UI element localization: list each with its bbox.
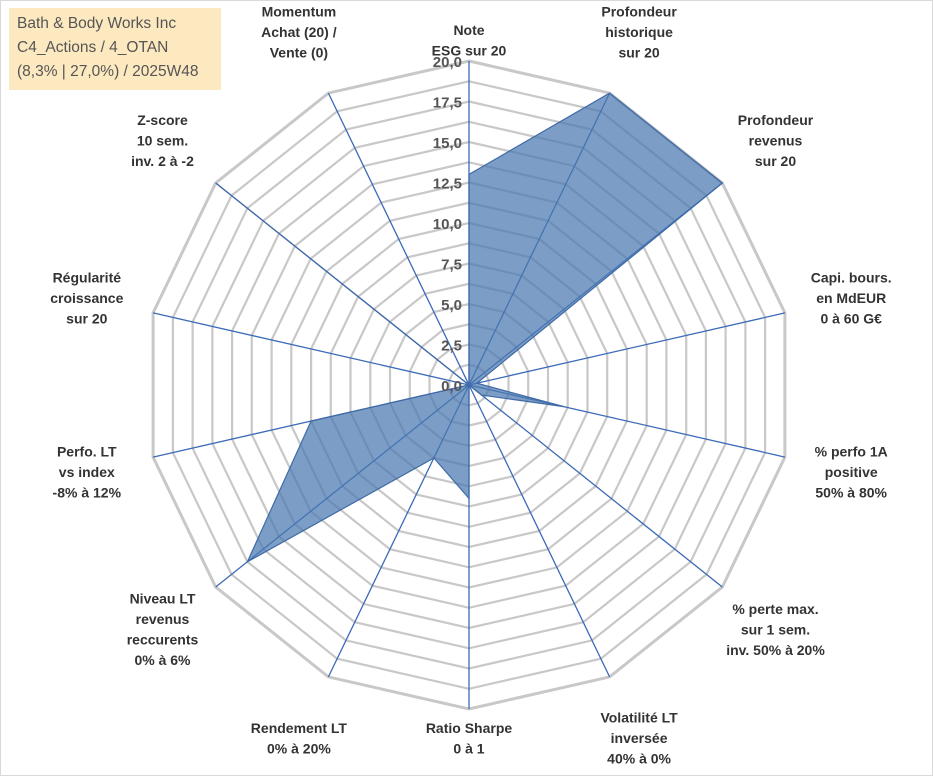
axis-category-label: Vente (0) (270, 44, 328, 60)
axis-category-label: inversée (611, 730, 668, 746)
axis-category-label: 40% à 0% (607, 751, 671, 767)
axis-category-label: Ratio Sharpe (426, 720, 513, 736)
axis-category-label: 0% à 20% (267, 740, 331, 756)
axis-category-label: Momentum (262, 3, 337, 19)
axis-category-label: sur 20 (618, 44, 659, 60)
radial-tick-label: 12,5 (433, 176, 462, 193)
axis-category-label: Profondeur (601, 3, 677, 19)
axis-category-label: 0% à 6% (134, 652, 191, 668)
axis-category-label: 0 à 60 G€ (820, 310, 882, 326)
axis-category-label: sur 20 (755, 153, 796, 169)
portfolio-category: C4_Actions / 4_OTAN (17, 39, 169, 56)
axis-category-label: 0 à 1 (453, 740, 484, 756)
axis-category-label: croissance (50, 290, 123, 306)
radar-spoke (152, 312, 470, 386)
radial-tick-label: 7,5 (441, 257, 462, 274)
axis-category-label: sur 20 (66, 310, 107, 326)
info-box: Bath & Body Works Inc C4_Actions / 4_OTA… (9, 8, 221, 90)
axis-category-label: % perte max. (732, 601, 818, 617)
axis-category-label: Profondeur (738, 112, 814, 128)
radar-spoke (327, 92, 470, 386)
radial-tick-label: 5,0 (441, 297, 462, 314)
axis-category-label: 10 sem. (137, 133, 188, 149)
axis-category-label: positive (825, 464, 878, 480)
axis-category-label: -8% à 12% (53, 485, 122, 501)
axis-category-label: inv. 2 à -2 (131, 153, 194, 169)
axis-category-label: Régularité (53, 269, 122, 285)
radar-spoke (468, 384, 723, 588)
axis-category-label: Note (453, 22, 484, 38)
radial-tick-label: 0,0 (441, 378, 462, 395)
axis-category-label: revenus (136, 611, 190, 627)
performance-week: (8,3% | 27,0%) / 2025W48 (17, 63, 199, 80)
axis-category-label: en MdEUR (816, 290, 886, 306)
radial-tick-label: 10,0 (433, 216, 462, 233)
axis-category-label: vs index (59, 464, 115, 480)
radial-tick-label: 17,5 (433, 95, 462, 112)
axis-category-label: % perfo 1A (815, 444, 888, 460)
axis-category-label: historique (605, 24, 673, 40)
radial-tick-label: 15,0 (433, 135, 462, 152)
axis-category-label: Rendement LT (251, 720, 348, 736)
radar-spoke (468, 312, 786, 386)
axis-category-label: Z-score (137, 112, 188, 128)
axis-category-label: 50% à 80% (815, 485, 887, 501)
axis-category-label: Capi. bours. (811, 269, 892, 285)
axis-category-label: Volatilité LT (600, 710, 678, 726)
axis-category-label: Perfo. LT (57, 444, 117, 460)
axis-category-label: ESG sur 20 (432, 42, 507, 58)
axis-category-label: sur 1 sem. (741, 621, 810, 637)
company-name: Bath & Body Works Inc (17, 15, 177, 32)
axis-category-label: revenus (749, 133, 803, 149)
axis-category-label: reccurents (127, 632, 199, 648)
axis-category-label: Niveau LT (130, 591, 196, 607)
radial-tick-label: 20,0 (433, 54, 462, 71)
axis-category-label: Achat (20) / (261, 24, 337, 40)
radar-spoke (468, 384, 611, 678)
axis-category-label: inv. 50% à 20% (726, 642, 825, 658)
radial-tick-label: 2,5 (441, 338, 462, 355)
